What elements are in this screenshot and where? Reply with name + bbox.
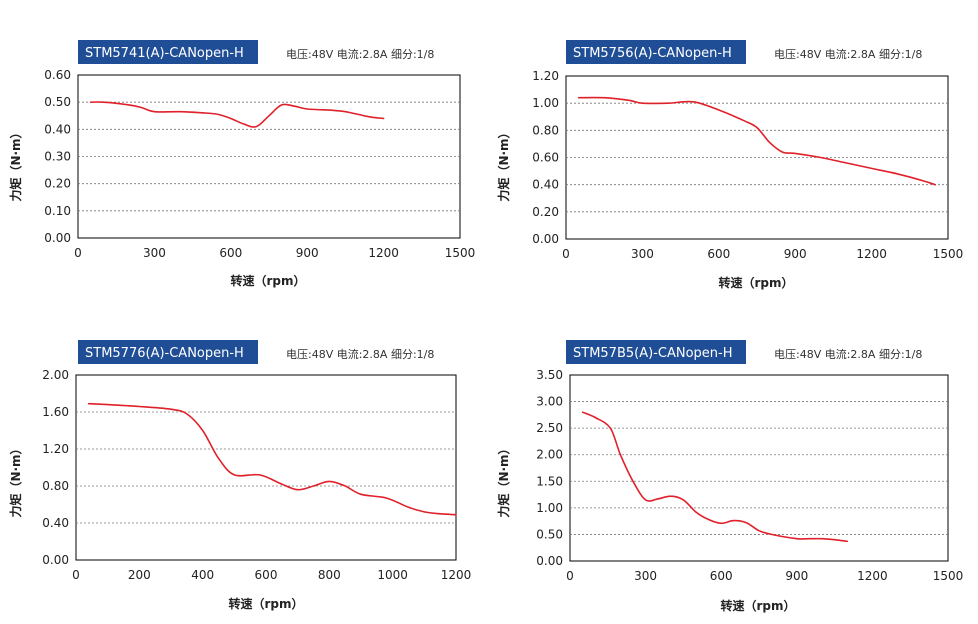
chart-parameters: 电压:48V 电流:2.8A 细分:1/8	[774, 347, 922, 361]
y-tick-label: 0.00	[536, 554, 563, 568]
x-tick-label: 800	[318, 568, 341, 582]
x-tick-label: 0	[74, 246, 82, 260]
plot-area	[77, 74, 461, 239]
y-tick-label: 0.50	[536, 527, 563, 541]
y-axis-label: 力矩（N·m）	[8, 442, 23, 517]
y-tick-label: 2.00	[42, 368, 69, 382]
y-tick-label: 1.20	[42, 442, 69, 456]
x-tick-label: 600	[707, 247, 730, 261]
x-tick-label: 0	[566, 569, 574, 583]
y-tick-label: 0.40	[44, 122, 71, 136]
torque-curve	[581, 411, 848, 543]
torque-chart-4: STM57B5(A)-CANopen-H 电压:48V 电流:2.8A 细分:1/…	[496, 340, 963, 613]
x-tick-label: 600	[255, 568, 278, 582]
plot-area	[75, 374, 457, 561]
y-tick-label: 0.20	[44, 177, 71, 191]
x-tick-label: 1200	[441, 568, 472, 582]
x-tick-label: 300	[143, 246, 166, 260]
y-tick-label: 0.80	[42, 479, 69, 493]
y-axis-label: 力矩（N·m）	[8, 126, 23, 201]
torque-curve	[577, 96, 937, 186]
y-tick-label: 0.80	[532, 123, 559, 137]
x-tick-label: 400	[191, 568, 214, 582]
x-tick-label: 1000	[377, 568, 408, 582]
chart-title: STM5741(A)-CANopen-H	[85, 46, 244, 61]
x-tick-label: 1200	[368, 246, 399, 260]
torque-chart-2: STM5756(A)-CANopen-H 电压:48V 电流:2.8A 细分:1/…	[496, 40, 963, 290]
y-tick-label: 2.00	[536, 448, 563, 462]
x-tick-label: 900	[785, 569, 808, 583]
x-tick-label: 0	[72, 568, 80, 582]
chart-parameters: 电压:48V 电流:2.8A 细分:1/8	[286, 347, 434, 361]
x-tick-label: 1500	[445, 246, 476, 260]
y-tick-label: 1.60	[42, 405, 69, 419]
y-tick-label: 0.30	[44, 150, 71, 164]
y-tick-label: 0.40	[42, 516, 69, 530]
y-tick-label: 0.20	[532, 205, 559, 219]
x-tick-label: 200	[128, 568, 151, 582]
x-tick-label: 900	[296, 246, 319, 260]
y-tick-label: 1.00	[536, 501, 563, 515]
y-tick-label: 2.50	[536, 421, 563, 435]
chart-title: STM57B5(A)-CANopen-H	[573, 346, 732, 361]
y-tick-label: 0.60	[44, 68, 71, 82]
y-tick-label: 0.00	[532, 232, 559, 246]
plot-area	[565, 75, 949, 240]
x-tick-label: 1200	[857, 569, 888, 583]
y-tick-label: 0.60	[532, 151, 559, 165]
x-tick-label: 900	[784, 247, 807, 261]
y-tick-label: 3.50	[536, 368, 563, 382]
x-tick-label: 1200	[856, 247, 887, 261]
y-tick-label: 1.00	[532, 96, 559, 110]
torque-curve	[89, 101, 385, 128]
chart-title: STM5756(A)-CANopen-H	[573, 46, 732, 61]
y-axis-label: 力矩（N·m）	[496, 442, 511, 517]
x-axis-label: 转速（rpm）	[720, 598, 795, 613]
y-tick-label: 0.10	[44, 204, 71, 218]
torque-curve	[87, 402, 457, 516]
y-tick-label: 0.50	[44, 95, 71, 109]
x-tick-label: 1500	[933, 247, 964, 261]
chart-parameters: 电压:48V 电流:2.8A 细分:1/8	[774, 47, 922, 61]
chart-title: STM5776(A)-CANopen-H	[85, 346, 244, 361]
chart-title-badge	[566, 340, 746, 364]
chart-title-badge	[78, 40, 258, 64]
chart-title-badge	[78, 340, 258, 364]
y-tick-label: 1.50	[536, 474, 563, 488]
y-tick-label: 0.40	[532, 178, 559, 192]
y-tick-label: 3.00	[536, 395, 563, 409]
chart-title-badge	[566, 40, 746, 64]
x-axis-label: 转速（rpm）	[230, 273, 305, 288]
chart-parameters: 电压:48V 电流:2.8A 细分:1/8	[286, 47, 434, 61]
y-tick-label: 0.00	[44, 231, 71, 245]
x-tick-label: 1500	[933, 569, 964, 583]
x-tick-label: 600	[219, 246, 242, 260]
torque-chart-3: STM5776(A)-CANopen-H 电压:48V 电流:2.8A 细分:1/…	[8, 340, 471, 611]
torque-chart-1: STM5741(A)-CANopen-H 电压:48V 电流:2.8A 细分:1/…	[8, 40, 475, 288]
x-tick-label: 300	[631, 247, 654, 261]
x-tick-label: 300	[634, 569, 657, 583]
y-tick-label: 1.20	[532, 69, 559, 83]
y-tick-label: 0.00	[42, 553, 69, 567]
x-axis-label: 转速（rpm）	[228, 596, 303, 611]
y-axis-label: 力矩（N·m）	[496, 126, 511, 201]
x-tick-label: 0	[562, 247, 570, 261]
x-tick-label: 600	[710, 569, 733, 583]
x-axis-label: 转速（rpm）	[718, 275, 793, 290]
